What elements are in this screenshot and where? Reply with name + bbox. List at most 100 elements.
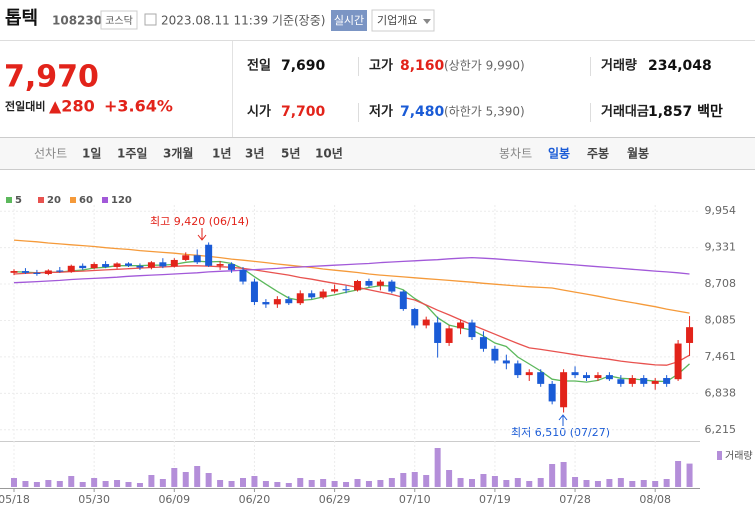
volume-bar: [503, 480, 510, 487]
candle-body: [445, 328, 453, 343]
current-price: 7,970: [4, 60, 99, 95]
candle-body: [354, 280, 361, 291]
candle-body: [537, 372, 545, 384]
tab[interactable]: 3년: [245, 147, 264, 161]
volume-bar: [377, 480, 384, 487]
legend-label: 5: [15, 195, 22, 206]
tab[interactable]: 1일: [82, 147, 101, 161]
candle-body: [571, 372, 579, 376]
tab[interactable]: 월봉: [627, 146, 649, 161]
tab[interactable]: 5년: [281, 147, 300, 161]
candle-body: [250, 281, 258, 303]
candle-body: [479, 337, 487, 349]
legend-label: 120: [111, 195, 132, 206]
volume-bar: [560, 462, 567, 487]
volume-bar: [217, 480, 224, 487]
volume-bar: [423, 475, 430, 487]
cell-label: 저가: [369, 105, 393, 120]
ma-line: [13, 265, 690, 366]
volume-bar: [629, 481, 636, 487]
market-label: 코스닥: [105, 15, 133, 27]
cell-label: 시가: [247, 105, 271, 120]
candle-body: [388, 281, 396, 292]
volume-bar: [79, 482, 86, 487]
cell-value: 8,160: [400, 58, 445, 74]
candle-body: [239, 269, 247, 282]
cell-value: 7,690: [281, 58, 326, 74]
tab[interactable]: 1년: [212, 147, 231, 161]
change-label: 전일대비: [5, 99, 45, 113]
company-button[interactable]: [371, 9, 435, 32]
volume-bar: [205, 473, 212, 487]
candle-body: [617, 379, 625, 384]
candle-body: [319, 291, 327, 298]
x-tick-label: 07/28: [559, 493, 591, 506]
dropdown-arrow: [423, 19, 431, 24]
candle-body: [651, 380, 659, 384]
volume-bar: [308, 480, 315, 487]
realtime-button[interactable]: [331, 10, 367, 31]
volume-bar: [274, 482, 281, 487]
y-tick-label: 6,215: [705, 423, 737, 436]
candle-body: [502, 360, 510, 364]
volume-bar: [22, 481, 29, 487]
volume-bar: [583, 480, 590, 487]
tab-active[interactable]: 일봉: [548, 147, 570, 161]
y-tick-label: 8,085: [705, 313, 737, 326]
change-pct: +3.64%: [104, 97, 173, 116]
y-tick-label: 7,461: [705, 350, 737, 363]
candle-body: [674, 343, 682, 380]
legend-label: 60: [79, 195, 93, 206]
volume-bar: [549, 464, 556, 487]
company-label[interactable]: 기업개요: [377, 14, 417, 27]
ma-line: [13, 239, 690, 314]
volume-bar: [136, 483, 143, 487]
candle-body: [376, 281, 384, 286]
volume-bar: [45, 480, 52, 487]
volume-bar: [594, 481, 601, 487]
realtime-label[interactable]: 실시간: [334, 14, 364, 27]
tab[interactable]: 주봉: [587, 147, 609, 161]
volume-bar: [537, 478, 544, 487]
x-tick-label: 07/19: [479, 493, 511, 506]
annotation-arrow: [197, 228, 207, 241]
candle-body: [285, 299, 293, 304]
cell-label: 거래대금: [601, 105, 649, 120]
cell-value: 7,480: [400, 104, 445, 120]
candle-body: [90, 264, 98, 269]
volume-bar: [343, 482, 350, 487]
volume-bar: [102, 481, 109, 487]
candle-body: [640, 378, 648, 384]
candle-body: [10, 271, 18, 273]
volume-bar: [526, 481, 533, 487]
candle-body: [273, 299, 281, 305]
y-tick-label: 9,331: [705, 241, 737, 254]
stock-name: 톱텍: [5, 8, 38, 29]
annotation-low: 최저 6,510 (07/27): [511, 426, 610, 439]
volume-bar: [114, 480, 121, 487]
candle-body: [457, 322, 465, 329]
tab[interactable]: 1주일: [117, 147, 147, 161]
candle-body: [663, 378, 671, 384]
tab-group-label: 봉차트: [499, 147, 532, 161]
candle-body: [605, 375, 613, 380]
volume-bar: [68, 476, 75, 487]
candle-body: [491, 348, 499, 361]
cell-label: 거래량: [601, 59, 637, 74]
candle-body: [56, 270, 64, 272]
volume-bar: [572, 477, 579, 487]
volume-bar: [11, 478, 17, 487]
x-tick-label: 08/08: [639, 493, 671, 506]
candle-body: [125, 263, 132, 266]
tab[interactable]: 10년: [315, 147, 343, 161]
x-tick-label: 06/09: [158, 493, 190, 506]
candle-body: [296, 293, 304, 304]
candle-body: [686, 327, 694, 343]
volume-bar: [446, 470, 453, 487]
candle-body: [262, 302, 270, 305]
candle-body: [514, 363, 522, 376]
candle-body: [67, 265, 75, 272]
tab[interactable]: 3개월: [163, 146, 193, 161]
volume-bar: [675, 461, 682, 487]
